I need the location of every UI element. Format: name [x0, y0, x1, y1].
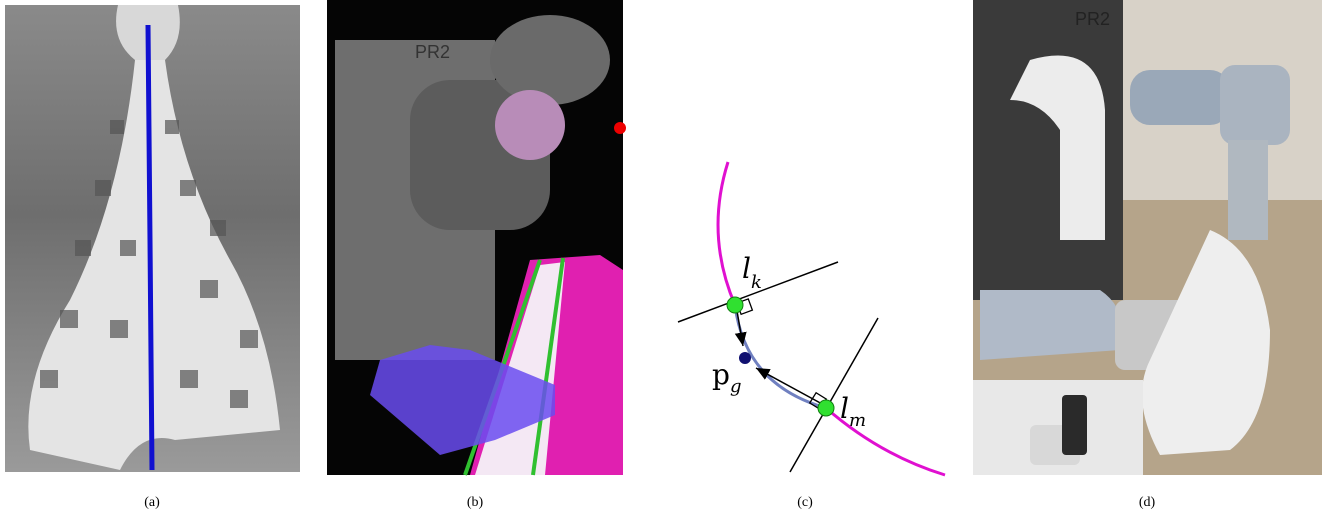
photo-text: PR2 [415, 42, 450, 62]
caption: (d) [1139, 495, 1156, 510]
panel-a [5, 5, 300, 472]
label-part: p [712, 358, 730, 391]
label-part: l [742, 252, 751, 285]
label: lm [840, 392, 866, 431]
panel-b: PR2 [327, 0, 626, 475]
label-part: g [730, 376, 742, 397]
caption: (c) [797, 495, 813, 510]
label-part: l [840, 392, 849, 425]
figure: PR2 lk pg lm PR2 [0, 0, 1329, 517]
label-part: k [751, 272, 762, 293]
caption: (b) [467, 495, 484, 510]
panel-c: lk pg lm [678, 162, 945, 475]
caption: (a) [144, 495, 160, 510]
label: pg [712, 358, 741, 397]
panel-d: PR2 [973, 0, 1322, 475]
label-part: m [849, 410, 866, 431]
label: lk [742, 252, 762, 293]
captions: (a) (b) (c) (d) [144, 495, 1155, 510]
photo-text: PR2 [1075, 9, 1110, 29]
